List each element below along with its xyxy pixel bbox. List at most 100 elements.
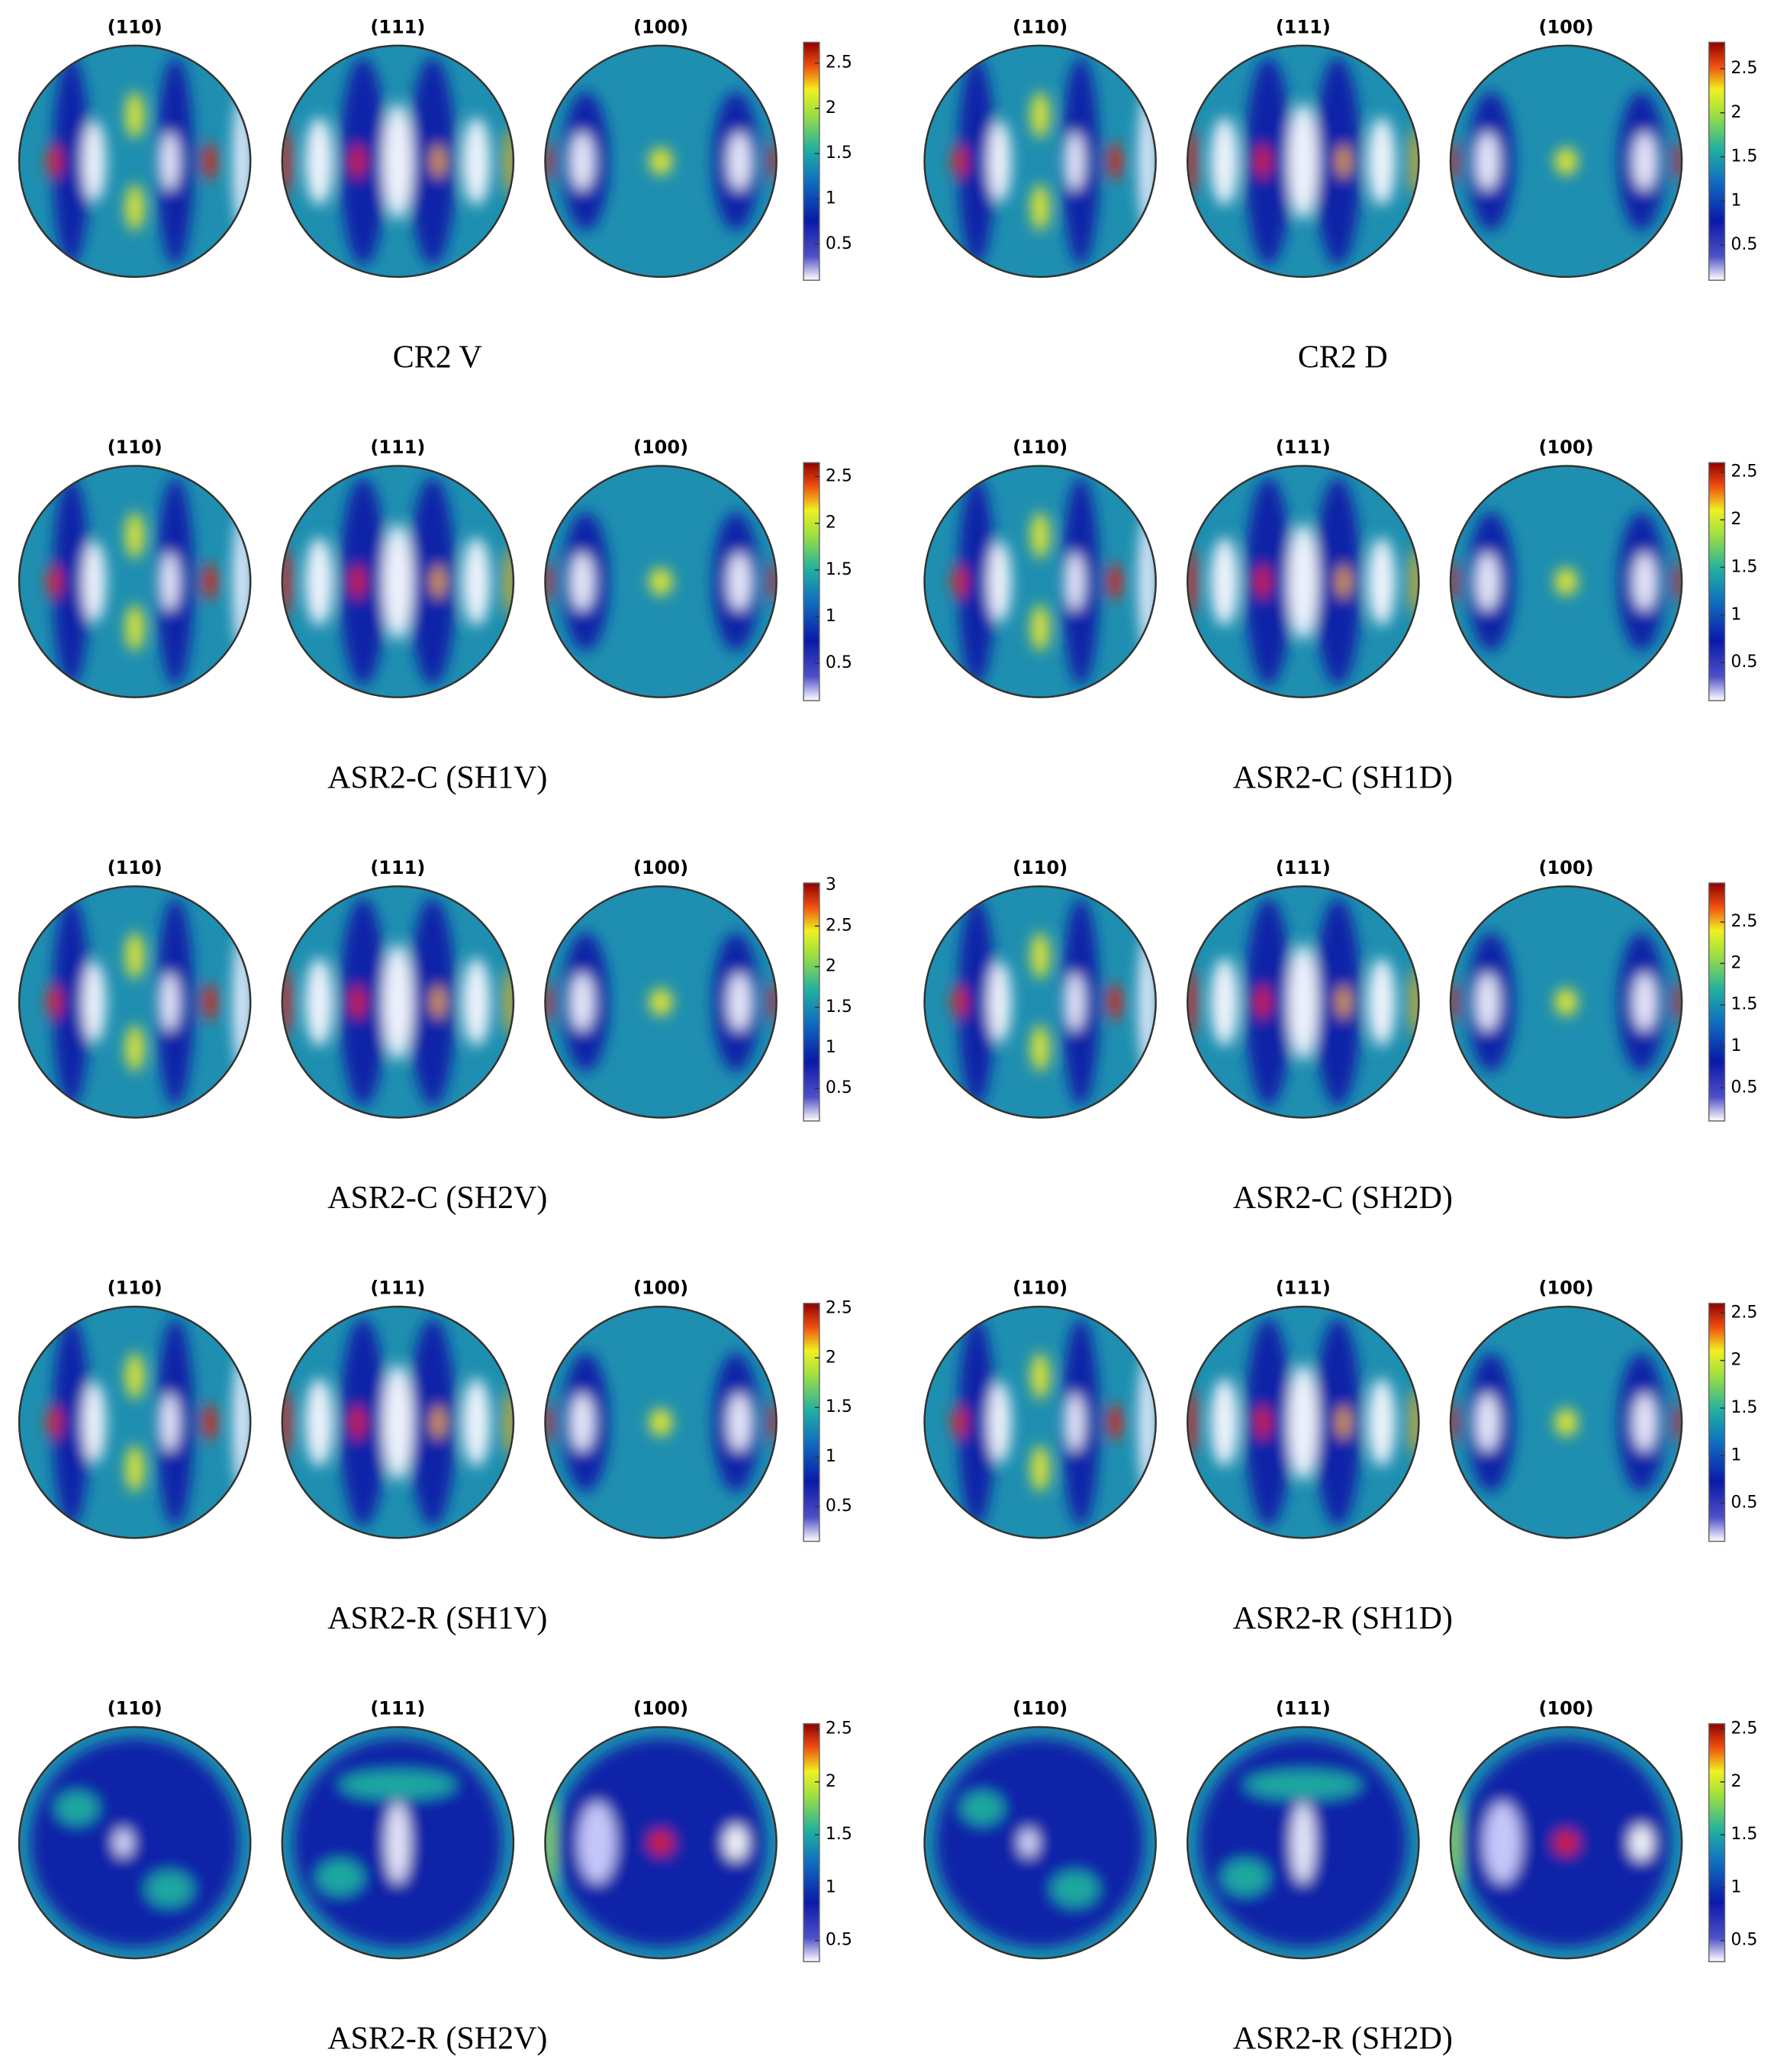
colorbar-tick-label: 1.5 — [1731, 1825, 1757, 1844]
intensity-blob — [649, 988, 673, 1017]
panel: ASR2-C (SH2D) (110) (111) (100) 0.5 1 1.5 2 2.5 — [923, 857, 1757, 1216]
colorbar — [1708, 1303, 1726, 1542]
pole-figure-label: (111) — [370, 1698, 425, 1719]
intensity-blob — [1288, 103, 1319, 220]
intensity-blob — [125, 1445, 144, 1492]
intensity-blob — [125, 92, 144, 139]
intensity-blob — [1255, 145, 1270, 178]
intensity-blob — [53, 897, 90, 1107]
intensity-blob — [125, 512, 144, 559]
pole-figure — [924, 466, 1156, 698]
colorbar-tick-label: 0.5 — [1731, 1078, 1757, 1097]
caption: ASR2-R (SH2D) — [1233, 2022, 1453, 2057]
pole-outline — [281, 1726, 515, 1960]
intensity-blob — [431, 985, 446, 1019]
intensity-blob — [1554, 1831, 1578, 1854]
pole-outline — [18, 44, 252, 279]
intensity-blob — [1065, 132, 1084, 191]
caption: ASR2-R (SH1D) — [1233, 1601, 1453, 1636]
colorbar-tick-label: 2.5 — [1731, 59, 1757, 78]
intensity-blob — [1031, 1025, 1050, 1071]
pole-outline — [18, 1305, 252, 1539]
colorbar-tick-label: 2 — [1731, 1772, 1741, 1791]
panel: CR2 D (110) (111) (100) 0.5 1 1.5 2 2.5 — [923, 16, 1757, 375]
intensity-blob — [1674, 140, 1682, 182]
caption: ASR2-R (SH2V) — [327, 2022, 547, 2057]
intensity-blob — [1108, 143, 1122, 180]
intensity-blob — [727, 553, 752, 611]
pole-figure — [1450, 1307, 1682, 1539]
intensity-blob — [1476, 1393, 1499, 1452]
intensity-blob — [1210, 117, 1238, 205]
colorbar-tick-label: 1 — [826, 1447, 836, 1466]
intensity-blob — [1554, 147, 1578, 176]
pole-intensity — [282, 897, 514, 1107]
intensity-blob — [305, 1378, 333, 1467]
pole-figure — [19, 45, 251, 277]
intensity-blob — [1336, 985, 1351, 1019]
pole-outline — [281, 44, 515, 279]
pole-figure-label: (111) — [370, 1278, 425, 1299]
pole-outline — [923, 885, 1157, 1119]
colorbar-tick-label: 0.5 — [826, 234, 852, 253]
colorbar-tick-label: 2 — [1731, 953, 1741, 972]
pole-figure-label: (110) — [1013, 437, 1067, 458]
colorbar-tick-label: 1.5 — [1731, 995, 1757, 1014]
colorbar-tick-label: 1 — [1731, 605, 1741, 624]
pole-figure — [545, 466, 777, 698]
colorbar-tick-label: 1.5 — [1731, 1398, 1757, 1417]
intensity-blob — [1138, 932, 1156, 1071]
pole-outline — [544, 44, 778, 279]
intensity-blob — [1291, 1802, 1315, 1883]
intensity-blob — [82, 1381, 106, 1463]
intensity-blob — [125, 1025, 144, 1071]
intensity-blob — [1108, 562, 1122, 601]
pole-outline — [1449, 465, 1683, 698]
intensity-blob — [203, 1403, 217, 1441]
intensity-blob — [952, 565, 967, 598]
pole-outline — [18, 1726, 252, 1960]
colorbar-tick-label: 1 — [1731, 191, 1741, 210]
pole-figure — [282, 1726, 514, 1959]
pole-intensity — [1450, 1738, 1670, 1947]
intensity-blob — [1367, 537, 1396, 626]
pole-figure — [1450, 45, 1682, 277]
colorbar-tick-label: 0.5 — [826, 1931, 852, 1950]
pole-outline — [1187, 1305, 1420, 1539]
intensity-blob — [431, 1406, 446, 1439]
pole-figure — [1450, 1726, 1682, 1959]
colorbar-tick-label: 2.5 — [1731, 1719, 1757, 1738]
intensity-blob — [1288, 1364, 1319, 1481]
pole-figure — [282, 1307, 514, 1539]
colorbar-tick-label: 1 — [826, 1877, 836, 1896]
colorbar-tick-label: 2.5 — [1731, 912, 1757, 931]
pole-outline — [1187, 44, 1420, 279]
intensity-blob — [56, 1791, 98, 1825]
colorbar-tick-label: 1.5 — [826, 997, 852, 1017]
intensity-blob — [203, 562, 217, 601]
pole-figure — [1187, 45, 1419, 277]
pole-intensity — [545, 512, 777, 652]
intensity-blob — [570, 1393, 594, 1452]
colorbar-tick-label: 3 — [826, 875, 836, 894]
intensity-blob — [233, 932, 251, 1071]
intensity-blob — [350, 145, 365, 178]
caption: CR2 V — [393, 340, 482, 375]
colorbar-tick-label: 1.5 — [826, 143, 852, 163]
pole-intensity — [47, 56, 251, 266]
intensity-blob — [1031, 92, 1050, 139]
pole-figure-label: (110) — [108, 437, 163, 458]
intensity-blob — [203, 983, 217, 1021]
pole-figure-label: (100) — [633, 1278, 688, 1299]
intensity-blob — [1554, 567, 1578, 596]
pole-outline — [281, 885, 515, 1119]
intensity-blob — [1031, 1352, 1050, 1400]
pole-outline — [1449, 1305, 1683, 1539]
pole-intensity — [1187, 1318, 1419, 1527]
intensity-blob — [649, 1831, 673, 1854]
colorbar — [1708, 882, 1726, 1122]
colorbar-tick-label: 0.5 — [1731, 235, 1757, 254]
pole-outline — [281, 465, 515, 698]
intensity-blob — [1674, 1401, 1682, 1444]
pole-figure-label: (110) — [108, 857, 163, 878]
